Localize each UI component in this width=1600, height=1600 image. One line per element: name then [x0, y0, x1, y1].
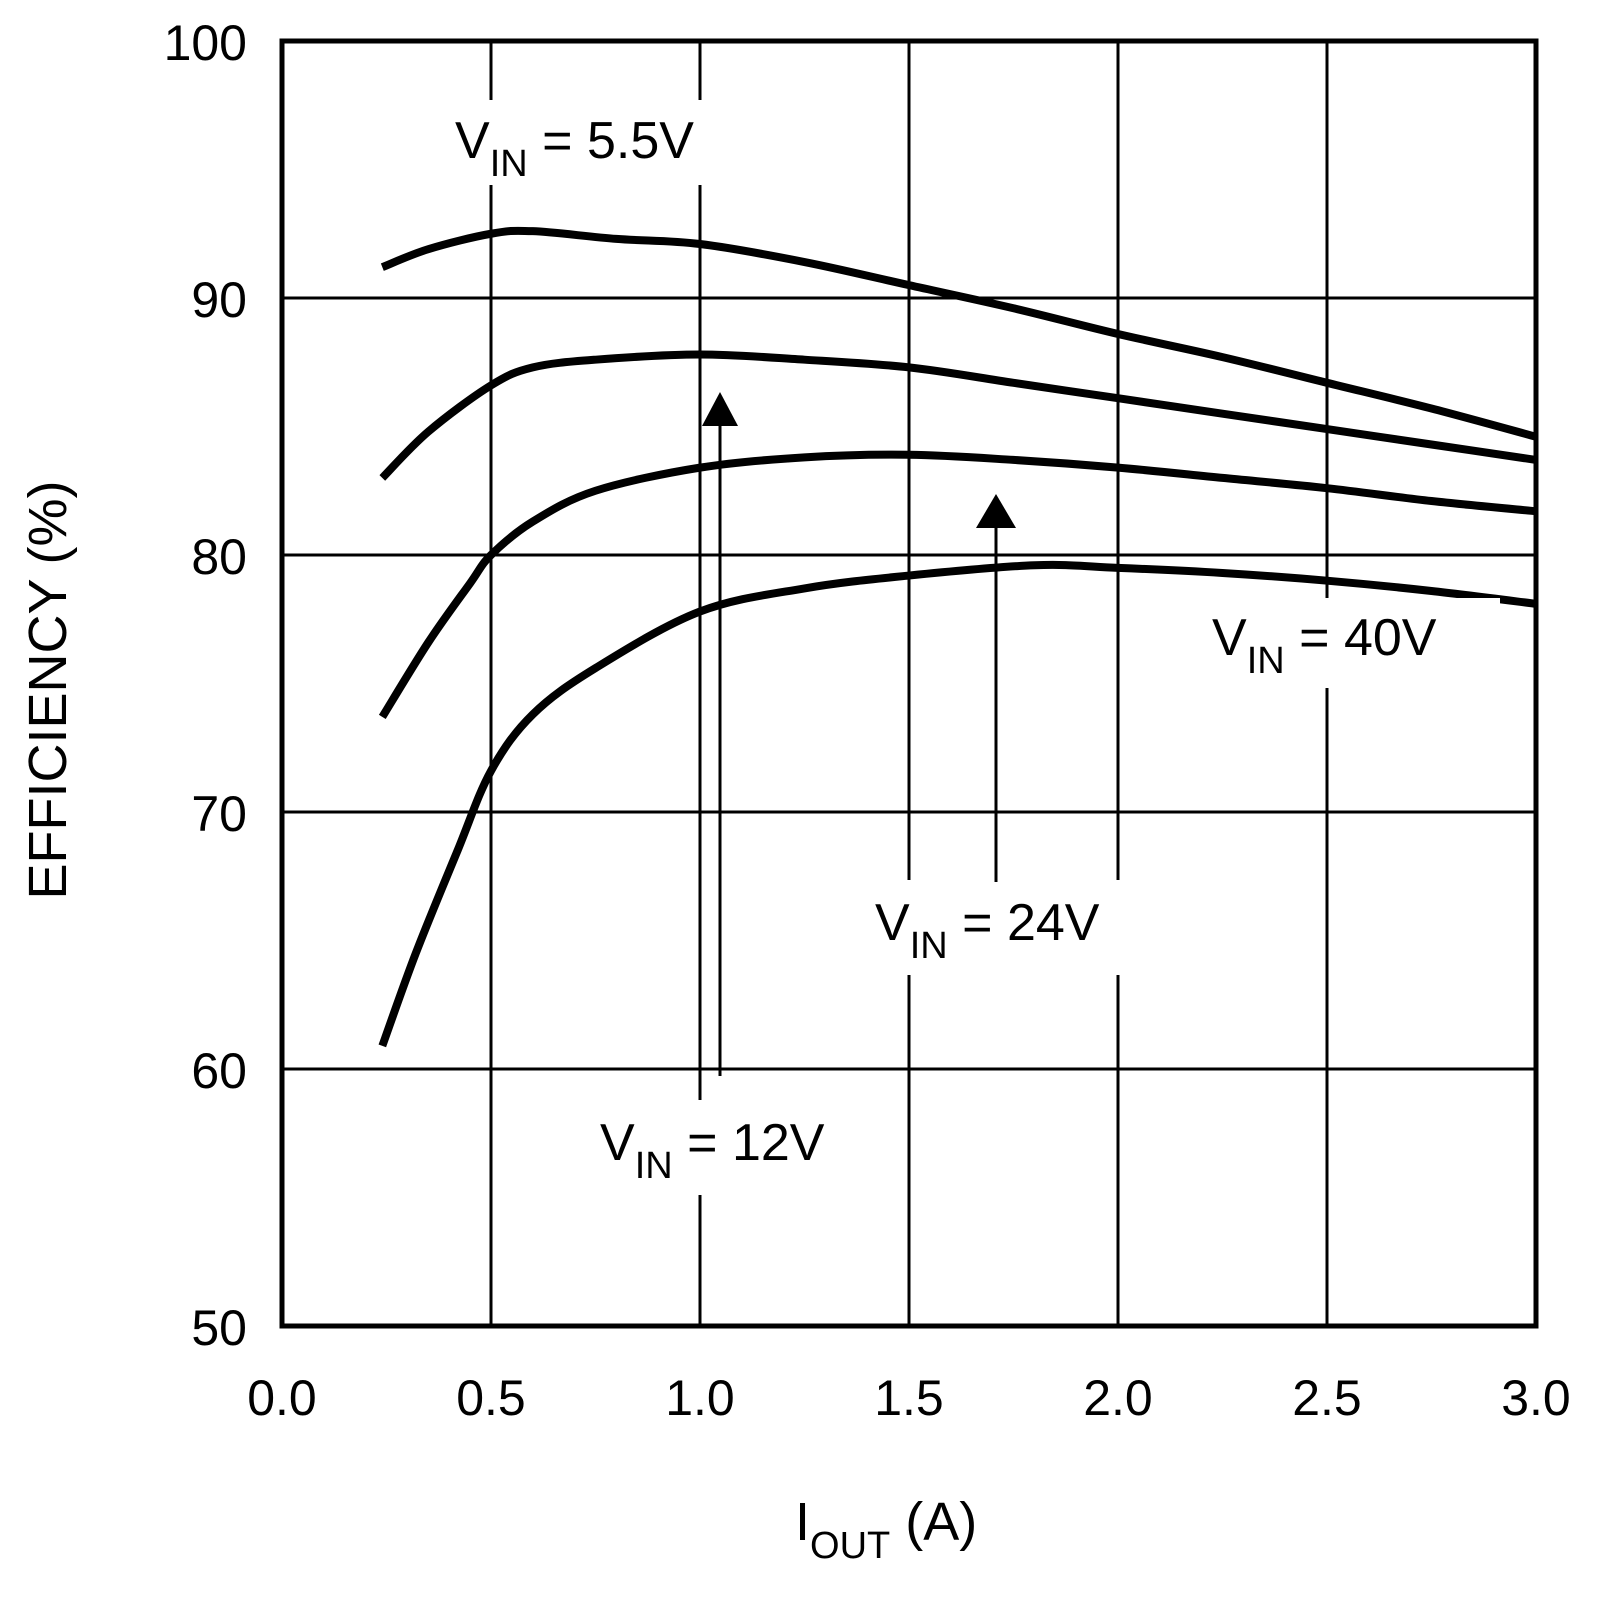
arrow-12v-head	[702, 392, 738, 426]
annotation-12v: VIN = 12V	[600, 1114, 825, 1187]
series-line-3	[378, 560, 1537, 1048]
y-axis-label: EFFICIENCY (%)	[18, 480, 78, 899]
y-tick-label: 60	[191, 1043, 247, 1099]
x-tick-label: 0.5	[456, 1370, 526, 1426]
x-tick-label: 1.0	[665, 1370, 735, 1426]
x-tick-label: 0.0	[247, 1370, 317, 1426]
series-line-0	[380, 226, 1538, 441]
plot-frame	[279, 38, 1539, 1329]
x-tick-label: 2.0	[1083, 1370, 1153, 1426]
x-tick-label: 3.0	[1501, 1370, 1571, 1426]
y-tick-label: 70	[191, 786, 247, 842]
series-line-1	[379, 350, 1537, 481]
annotation-5v5: VIN = 5.5V	[455, 112, 694, 185]
series-line-2	[378, 450, 1537, 720]
y-tick-label: 50	[191, 1300, 247, 1356]
x-axis-label: IOUT (A)	[795, 1492, 977, 1567]
annotation-24v: VIN = 24V	[875, 894, 1100, 967]
x-tick-label: 2.5	[1292, 1370, 1362, 1426]
x-tick-label: 1.5	[874, 1370, 944, 1426]
annotations: VIN = 5.5V VIN = 12V VIN = 24V VIN = 40V	[445, 100, 1500, 1195]
annotation-40v: VIN = 40V	[1212, 609, 1437, 682]
tick-labels: 0.0 0.5 1.0 1.5 2.0 2.5 3.0 50 60 70 80 90 100	[164, 15, 1571, 1426]
y-tick-label: 90	[191, 272, 247, 328]
y-tick-label: 80	[191, 529, 247, 585]
y-tick-label: 100	[164, 15, 247, 71]
curves	[378, 226, 1538, 1048]
arrow-24v-head	[976, 494, 1016, 528]
